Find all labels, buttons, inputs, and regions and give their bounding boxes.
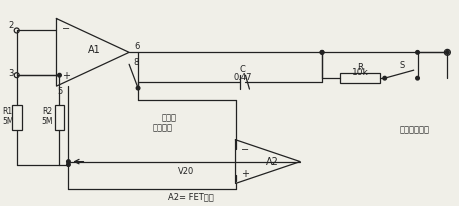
Text: 6: 6 [134,42,140,51]
Text: 自动调零定时: 自动调零定时 [399,125,429,134]
Text: 10k: 10k [351,68,367,77]
Text: −: − [241,145,249,155]
Text: 3: 3 [8,69,13,78]
Circle shape [319,50,323,54]
Text: A1: A1 [88,45,101,55]
Circle shape [136,86,140,90]
Bar [12,105,22,130]
Text: −: − [62,23,70,34]
Text: R: R [356,63,362,72]
Circle shape [319,50,323,54]
Text: 自动调: 自动调 [161,113,176,122]
Circle shape [415,76,419,80]
Text: A2= FET运放: A2= FET运放 [168,192,213,201]
Text: V20: V20 [177,167,194,176]
Text: 5M: 5M [2,117,13,126]
Circle shape [445,50,448,54]
Circle shape [382,76,386,80]
Circle shape [415,50,419,54]
Text: +: + [241,169,249,179]
Text: R2: R2 [42,108,52,116]
Circle shape [67,160,70,163]
Text: S: S [399,61,404,70]
Circle shape [57,73,61,77]
Bar [339,73,379,83]
Text: R1: R1 [3,108,13,116]
Text: A2: A2 [265,157,278,167]
Text: 5M: 5M [42,117,53,126]
Text: 0.47: 0.47 [233,73,251,82]
Text: 直流反馈: 直流反馈 [152,123,173,132]
Text: 5: 5 [58,87,63,96]
Bar [54,105,64,130]
Text: 8: 8 [133,58,139,67]
Text: +: + [62,71,70,81]
Circle shape [67,163,70,166]
Text: 2: 2 [8,21,13,30]
Text: C: C [239,65,245,74]
